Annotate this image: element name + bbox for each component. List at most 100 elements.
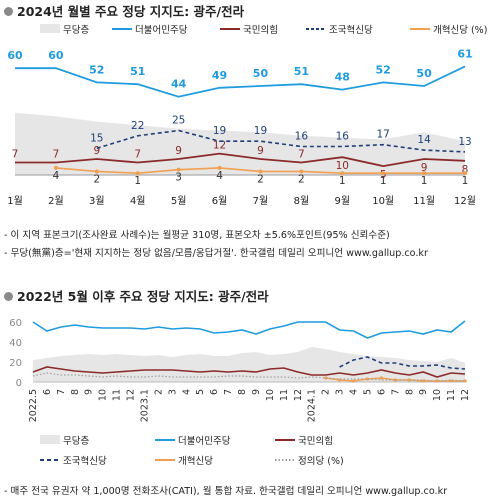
reform-point <box>449 379 453 383</box>
data-label: 4 <box>53 170 60 182</box>
x-tick-label: 5 <box>195 389 206 395</box>
bullet-icon <box>4 7 13 16</box>
justice-line <box>32 372 466 382</box>
x-tick-label: 7 <box>223 389 234 395</box>
x-tick-label: 8 <box>70 389 81 395</box>
data-label: 60 <box>7 49 23 62</box>
data-label: 7 <box>134 149 141 161</box>
data-label: 44 <box>171 78 187 91</box>
data-label: 48 <box>335 71 350 84</box>
legend-label: 조국혁신당 <box>329 25 373 36</box>
x-tick-label: 4 <box>181 389 192 395</box>
x-tick-label: 4월 <box>130 195 146 207</box>
nonpartisan-note: - 무당(無黨)층='현재 지지하는 정당 없음/모름/응답거절'. 한국갤럽 … <box>4 248 428 259</box>
legend-label: 정의당 (%) <box>298 456 344 467</box>
x-tick-label: 7 <box>390 389 401 395</box>
data-label: 15 <box>90 132 103 144</box>
rebuild-line <box>96 129 466 153</box>
x-tick-label: 2 <box>321 389 332 395</box>
data-label: 12 <box>213 140 226 152</box>
data-label: 16 <box>295 131 309 143</box>
legend-label: 더불어민주당 <box>178 436 231 447</box>
reform-point <box>324 376 328 380</box>
data-label: 9 <box>175 145 182 157</box>
x-tick-label: 11 <box>112 389 123 401</box>
reform-point <box>463 379 467 383</box>
sample-note: - 이 지역 표본크기(조사완료 사례수)는 월평균 310명, 표본오차 ±5… <box>4 230 390 241</box>
data-label: 9 <box>421 162 428 174</box>
ppp-line <box>15 152 466 168</box>
x-tick-label: 3 <box>335 389 346 395</box>
legend-swatch-area <box>40 435 60 444</box>
reform-point <box>393 378 397 382</box>
data-label: 2 <box>93 173 100 185</box>
x-tick-label: 10 <box>98 389 109 401</box>
data-label: 52 <box>376 63 391 76</box>
x-tick-label: 5 <box>362 389 373 395</box>
y-tick-label: 0 <box>16 378 22 389</box>
x-tick-label: 4 <box>349 389 360 395</box>
data-label: 22 <box>131 120 144 132</box>
data-label: 51 <box>130 65 145 78</box>
x-tick-label: 3월 <box>89 195 105 207</box>
legend-label: 개혁신당 (%) <box>433 25 487 36</box>
y-tick-label: 60 <box>9 318 22 329</box>
x-tick-label: 12 <box>460 389 471 401</box>
x-tick-label: 8 <box>404 389 415 395</box>
y-tick-label: 20 <box>9 358 22 369</box>
x-tick-label: 8월 <box>294 195 310 207</box>
x-tick-label: 2023.1 <box>139 389 150 422</box>
legend-label: 개혁신당 <box>178 456 213 467</box>
data-label: 1 <box>339 175 346 187</box>
data-label: 52 <box>89 63 104 76</box>
data-label: 19 <box>213 125 226 137</box>
reform-point <box>422 171 427 176</box>
reform-point <box>53 165 58 170</box>
x-tick-label: 3 <box>167 389 178 395</box>
x-tick-label: 9 <box>418 389 429 395</box>
data-label: 60 <box>48 49 64 62</box>
data-label: 13 <box>458 136 471 148</box>
data-label: 1 <box>380 175 387 187</box>
reform-point <box>407 378 411 382</box>
x-tick-label: 2024.1 <box>307 389 318 422</box>
data-label: 8 <box>462 164 469 176</box>
data-label: 2 <box>257 173 264 185</box>
x-tick-label: 9월 <box>334 195 350 207</box>
ppp-line <box>32 366 466 378</box>
data-label: 7 <box>12 149 19 161</box>
reform-point <box>421 379 425 383</box>
y-tick-label: 40 <box>9 338 22 349</box>
x-tick-label: 2월 <box>48 195 64 207</box>
x-tick-label: 2 <box>153 389 164 395</box>
x-tick-label: 9 <box>84 389 95 395</box>
data-label: 9 <box>93 145 100 157</box>
data-label: 1 <box>134 175 141 187</box>
top-chart: 무당층 더불어민주당 국민의힘 조국혁신당 개혁신당 (%) 1월 2월 3월 4월 5월 6월 7월… <box>7 24 487 207</box>
data-label: 25 <box>172 115 185 127</box>
nonpartisan-area <box>15 112 465 175</box>
legend-label: 더불어민주당 <box>135 25 188 36</box>
bottom-chart-title: 2022년 5월 이후 주요 정당 지지도: 광주/전라 <box>4 286 269 305</box>
data-label: 9 <box>257 145 264 157</box>
data-label: 7 <box>53 149 60 161</box>
data-label: 7 <box>298 149 305 161</box>
x-tick-label: 10 <box>265 389 276 401</box>
data-label: 2 <box>298 173 305 185</box>
bullet-icon <box>4 292 13 301</box>
x-tick-label: 7월 <box>253 195 269 207</box>
x-tick-label: 8 <box>237 389 248 395</box>
data-label: 14 <box>417 134 431 146</box>
data-label: 1 <box>462 175 469 187</box>
data-label: 17 <box>376 129 389 141</box>
reform-point <box>435 379 439 383</box>
x-tick-label: 9 <box>251 389 262 395</box>
data-label: 16 <box>336 131 350 143</box>
reform-point <box>365 377 370 381</box>
minjoo-line <box>15 65 466 98</box>
data-label: 1 <box>421 175 428 187</box>
data-label: 50 <box>416 67 432 80</box>
x-tick-label: 10 <box>432 389 443 401</box>
reform-point <box>94 169 99 174</box>
